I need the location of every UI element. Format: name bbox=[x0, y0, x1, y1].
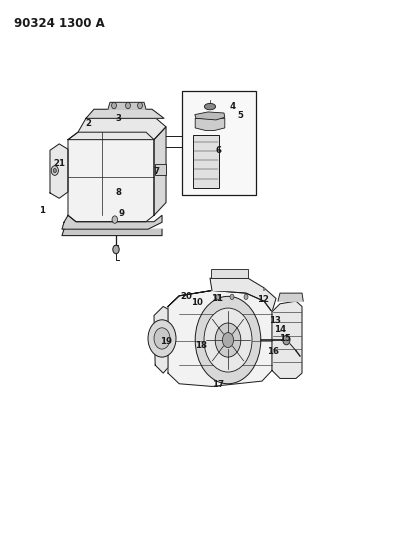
Text: 3: 3 bbox=[115, 114, 121, 123]
Circle shape bbox=[112, 216, 118, 223]
Circle shape bbox=[204, 308, 252, 372]
Circle shape bbox=[283, 335, 290, 345]
Text: 1: 1 bbox=[39, 206, 45, 215]
Polygon shape bbox=[278, 293, 303, 301]
Polygon shape bbox=[62, 215, 162, 229]
Text: 13: 13 bbox=[269, 317, 281, 325]
Polygon shape bbox=[168, 285, 276, 312]
Text: 2: 2 bbox=[85, 119, 91, 128]
Polygon shape bbox=[108, 102, 146, 109]
Bar bbox=[193, 135, 219, 188]
Bar bbox=[211, 269, 248, 278]
Circle shape bbox=[53, 168, 56, 173]
Polygon shape bbox=[195, 118, 225, 131]
Circle shape bbox=[113, 245, 119, 254]
Text: 8: 8 bbox=[115, 189, 121, 197]
Text: 7: 7 bbox=[153, 167, 159, 176]
Circle shape bbox=[215, 323, 241, 357]
Polygon shape bbox=[50, 144, 68, 198]
Circle shape bbox=[230, 294, 234, 300]
Circle shape bbox=[51, 166, 58, 175]
Polygon shape bbox=[68, 118, 166, 140]
Text: 14: 14 bbox=[274, 326, 286, 334]
Text: 18: 18 bbox=[195, 341, 207, 350]
Polygon shape bbox=[168, 290, 272, 386]
Text: 21: 21 bbox=[53, 159, 65, 168]
Text: 10: 10 bbox=[191, 298, 203, 307]
Circle shape bbox=[148, 320, 176, 357]
Circle shape bbox=[244, 294, 248, 300]
Text: 17: 17 bbox=[212, 381, 224, 389]
Text: 9: 9 bbox=[118, 209, 124, 217]
Text: 12: 12 bbox=[257, 295, 269, 304]
Polygon shape bbox=[154, 306, 168, 373]
Circle shape bbox=[112, 102, 116, 109]
Text: 19: 19 bbox=[160, 337, 172, 345]
Text: 16: 16 bbox=[267, 348, 279, 356]
Circle shape bbox=[222, 333, 234, 348]
Polygon shape bbox=[86, 109, 164, 118]
Polygon shape bbox=[195, 112, 225, 120]
Polygon shape bbox=[62, 229, 162, 236]
Circle shape bbox=[216, 294, 220, 300]
Text: 4: 4 bbox=[230, 102, 236, 111]
Text: 15: 15 bbox=[279, 335, 291, 343]
Polygon shape bbox=[210, 278, 264, 290]
Text: 11: 11 bbox=[211, 294, 223, 303]
Ellipse shape bbox=[204, 103, 216, 110]
Circle shape bbox=[195, 296, 261, 384]
Text: 20: 20 bbox=[180, 293, 192, 301]
Circle shape bbox=[154, 328, 170, 349]
Circle shape bbox=[138, 102, 142, 109]
Bar bbox=[155, 164, 166, 175]
Polygon shape bbox=[68, 132, 154, 222]
Bar bbox=[182, 91, 256, 195]
Circle shape bbox=[126, 102, 130, 109]
Text: 90324 1300 A: 90324 1300 A bbox=[14, 17, 105, 30]
Polygon shape bbox=[272, 301, 302, 378]
Text: 5: 5 bbox=[238, 111, 244, 120]
Polygon shape bbox=[154, 127, 166, 215]
Text: 6: 6 bbox=[215, 146, 221, 155]
